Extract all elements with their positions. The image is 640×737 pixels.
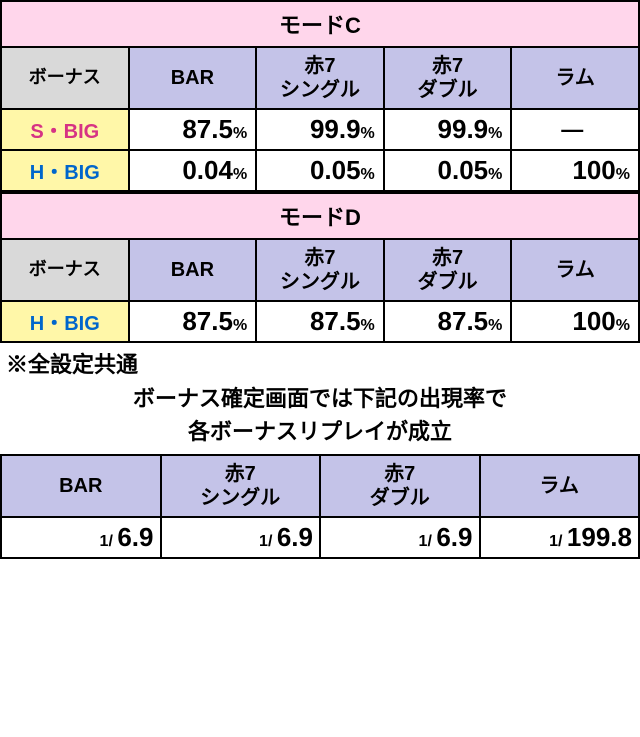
mode-d-title: モードD: [1, 193, 639, 239]
col-ram: ラム: [511, 47, 639, 109]
cell-c-sbig-r7s: 99.9%: [256, 109, 384, 150]
cell-c-sbig-ram: ―: [511, 109, 639, 150]
cell-c-hbig-bar: 0.04%: [129, 150, 257, 191]
col-bonus: ボーナス: [1, 47, 129, 109]
col-bar: BAR: [129, 47, 257, 109]
mode-c-header-row: ボーナス BAR 赤7 シングル 赤7 ダブル ラム: [1, 47, 639, 109]
mode-c-table: モードC ボーナス BAR 赤7 シングル 赤7 ダブル ラム S・BIG 87…: [0, 0, 640, 192]
col-bar-e: BAR: [1, 455, 161, 517]
rate-header-row: BAR 赤7 シングル 赤7 ダブル ラム: [1, 455, 639, 517]
rate-data-row: 1/ 6.9 1/ 6.9 1/ 6.9 1/ 199.8: [1, 517, 639, 558]
note-line2: 各ボーナスリプレイが成立: [0, 416, 640, 449]
col-red7-single: 赤7 シングル: [256, 47, 384, 109]
col-bonus-d: ボーナス: [1, 239, 129, 301]
col-red7-single-e: 赤7 シングル: [161, 455, 321, 517]
cell-e-ram: 1/ 199.8: [480, 517, 640, 558]
col-ram-d: ラム: [511, 239, 639, 301]
cell-c-sbig-bar: 87.5%: [129, 109, 257, 150]
cell-d-hbig-r7s: 87.5%: [256, 301, 384, 342]
cell-e-r7d: 1/ 6.9: [320, 517, 480, 558]
col-red7-double-e: 赤7 ダブル: [320, 455, 480, 517]
cell-d-hbig-ram: 100%: [511, 301, 639, 342]
mode-c-row-sbig: S・BIG 87.5% 99.9% 99.9% ―: [1, 109, 639, 150]
col-red7-single-d: 赤7 シングル: [256, 239, 384, 301]
cell-c-sbig-r7d: 99.9%: [384, 109, 512, 150]
cell-e-r7s: 1/ 6.9: [161, 517, 321, 558]
cell-d-hbig-bar: 87.5%: [129, 301, 257, 342]
cell-c-hbig-r7d: 0.05%: [384, 150, 512, 191]
row-label-hbig-c: H・BIG: [1, 150, 129, 191]
mode-c-title-row: モードC: [1, 1, 639, 47]
mode-c-title: モードC: [1, 1, 639, 47]
cell-e-bar: 1/ 6.9: [1, 517, 161, 558]
note-line1: ボーナス確定画面では下記の出現率で: [0, 383, 640, 416]
mode-d-row-hbig: H・BIG 87.5% 87.5% 87.5% 100%: [1, 301, 639, 342]
col-red7-double: 赤7 ダブル: [384, 47, 512, 109]
cell-c-hbig-ram: 100%: [511, 150, 639, 191]
mode-d-header-row: ボーナス BAR 赤7 シングル 赤7 ダブル ラム: [1, 239, 639, 301]
mode-d-title-row: モードD: [1, 193, 639, 239]
col-ram-e: ラム: [480, 455, 640, 517]
mode-c-row-hbig: H・BIG 0.04% 0.05% 0.05% 100%: [1, 150, 639, 191]
col-bar-d: BAR: [129, 239, 257, 301]
note-all-settings: ※全設定共通: [0, 343, 640, 383]
cell-d-hbig-r7d: 87.5%: [384, 301, 512, 342]
row-label-sbig: S・BIG: [1, 109, 129, 150]
appearance-rate-table: BAR 赤7 シングル 赤7 ダブル ラム 1/ 6.9 1/ 6.9 1/ 6…: [0, 454, 640, 559]
col-red7-double-d: 赤7 ダブル: [384, 239, 512, 301]
cell-c-hbig-r7s: 0.05%: [256, 150, 384, 191]
row-label-hbig-d: H・BIG: [1, 301, 129, 342]
mode-d-table: モードD ボーナス BAR 赤7 シングル 赤7 ダブル ラム H・BIG 87…: [0, 192, 640, 343]
